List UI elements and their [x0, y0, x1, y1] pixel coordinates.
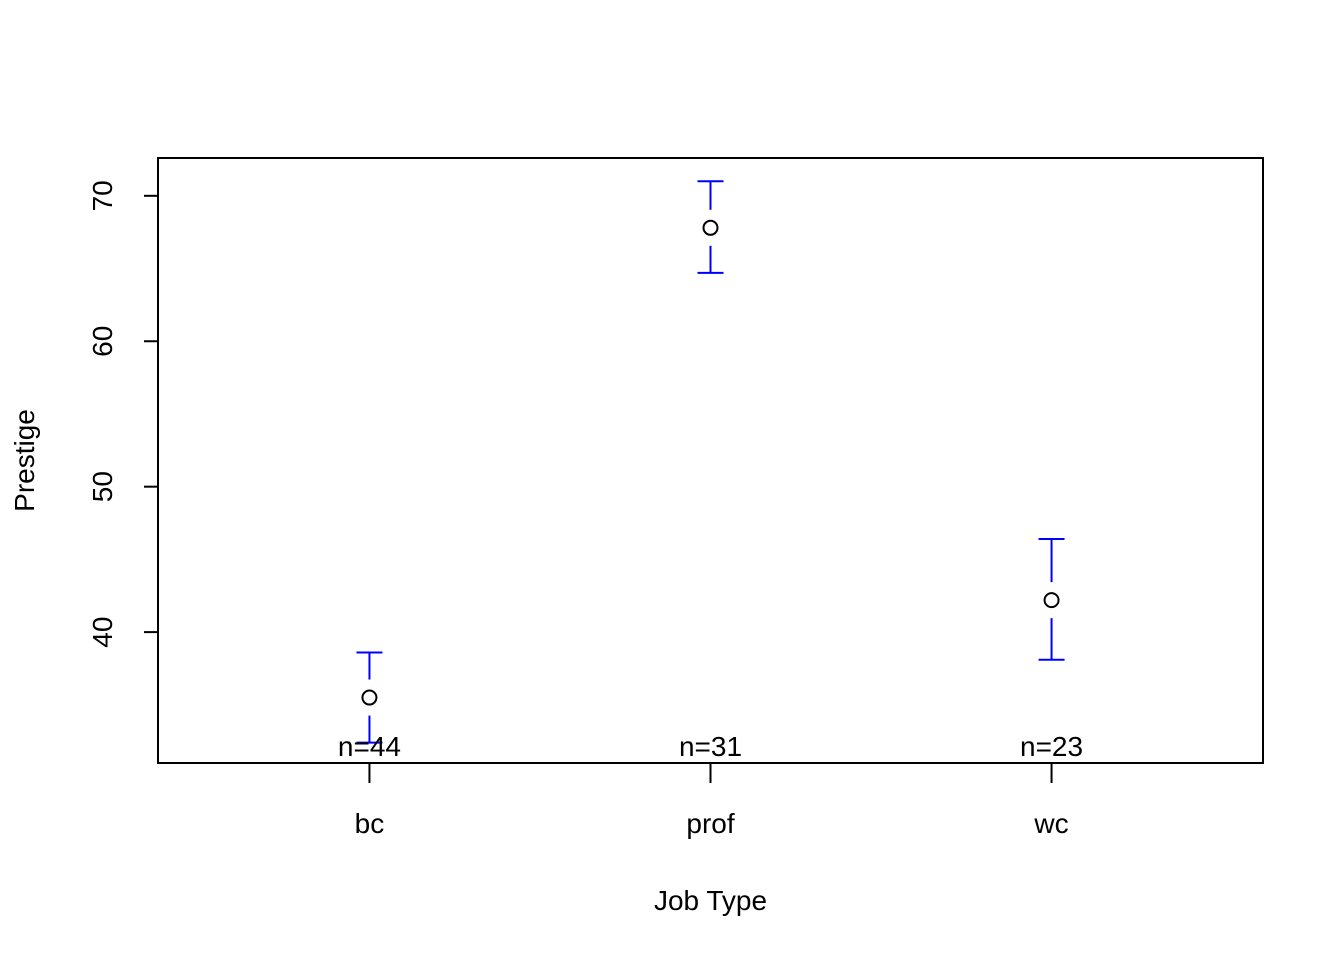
- y-tick-label: 60: [87, 326, 118, 357]
- y-tick-label: 50: [87, 471, 118, 502]
- x-tick-label: bc: [355, 808, 385, 839]
- x-axis: bc prof wc: [355, 763, 1069, 839]
- count-label: n=31: [679, 731, 742, 762]
- error-bar-group: n=31: [679, 180, 742, 762]
- x-axis-title: Job Type: [654, 885, 767, 916]
- error-bar-group: n=23: [1020, 538, 1083, 762]
- count-label: n=23: [1020, 731, 1083, 762]
- y-tick-label: 70: [87, 180, 118, 211]
- x-tick-label: prof: [686, 808, 734, 839]
- x-tick-label: wc: [1033, 808, 1068, 839]
- y-tick-label: 40: [87, 617, 118, 648]
- mean-point: [702, 219, 719, 236]
- y-axis: 40 50 60 70: [87, 180, 159, 648]
- count-label: n=44: [338, 731, 401, 762]
- error-bar-group: n=44: [338, 651, 401, 762]
- mean-point: [361, 689, 378, 706]
- y-axis-title: Prestige: [9, 409, 40, 512]
- series-group: n=44 n=31 n=23: [338, 180, 1083, 762]
- mean-point: [1043, 592, 1060, 609]
